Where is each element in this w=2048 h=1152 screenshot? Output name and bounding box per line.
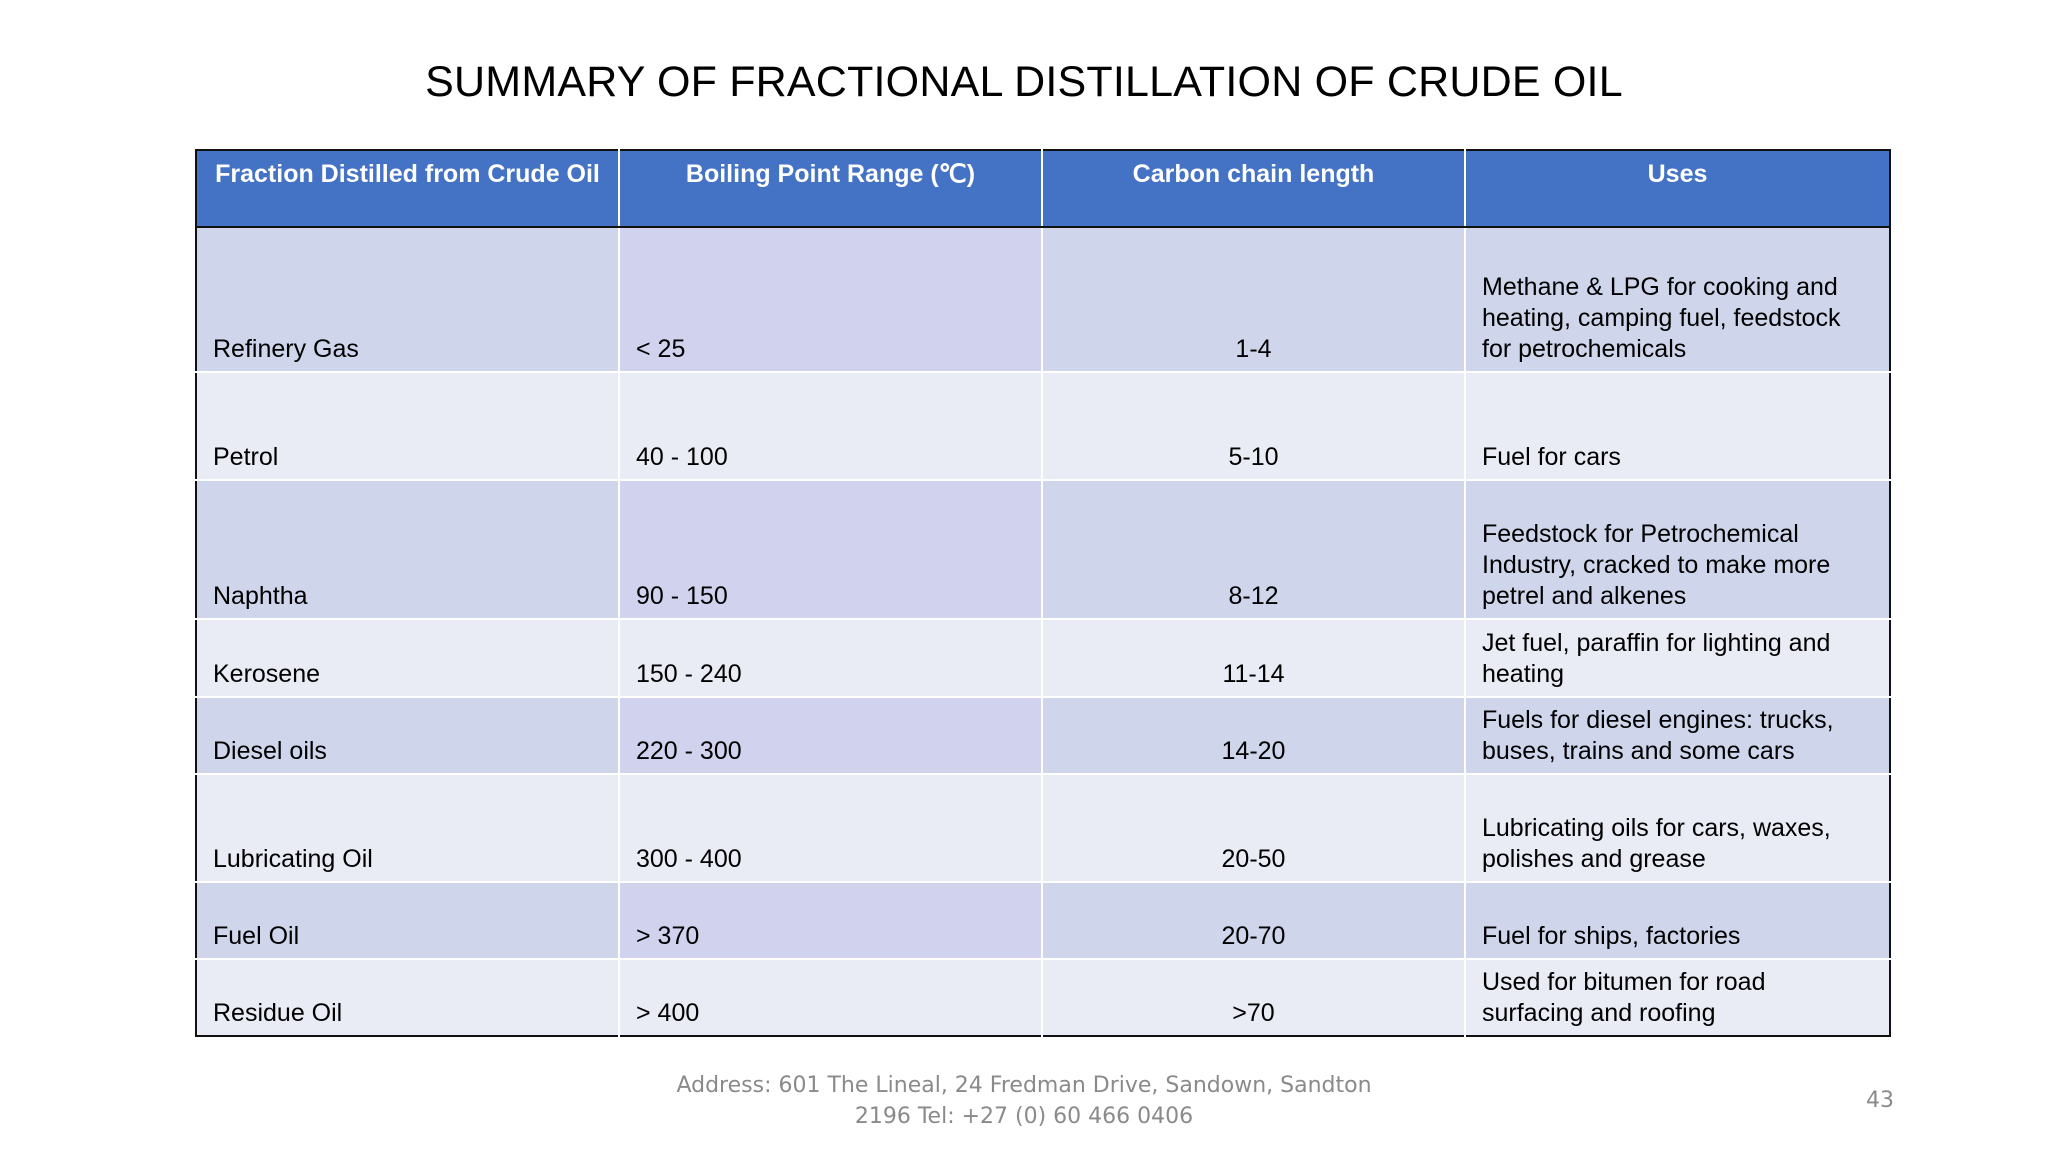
- cell-uses: Lubricating oils for cars, waxes, polish…: [1465, 774, 1890, 883]
- header-uses: Uses: [1465, 150, 1890, 228]
- cell-fraction: Residue Oil: [196, 959, 620, 1036]
- table-row: Fuel Oil > 370 20-70 Fuel for ships, fac…: [196, 882, 1890, 960]
- cell-carbon-chain: 5-10: [1042, 372, 1466, 481]
- footer-line-2: 2196 Tel: +27 (0) 60 466 0406: [854, 1104, 1194, 1129]
- cell-boiling-point: 220 - 300: [619, 697, 1043, 775]
- distillation-table: Fraction Distilled from Crude Oil Boilin…: [195, 149, 1891, 1037]
- cell-fraction: Refinery Gas: [196, 227, 620, 373]
- cell-uses: Methane & LPG for cooking and heating, c…: [1465, 227, 1890, 373]
- cell-uses: Used for bitumen for road surfacing and …: [1465, 959, 1890, 1036]
- slide-title: SUMMARY OF FRACTIONAL DISTILLATION OF CR…: [425, 58, 1623, 106]
- table-row: Lubricating Oil 300 - 400 20-50 Lubricat…: [196, 774, 1890, 883]
- footer-line-1: Address: 601 The Lineal, 24 Fredman Driv…: [676, 1073, 1372, 1098]
- cell-boiling-point: 40 - 100: [619, 372, 1043, 481]
- table-row: Kerosene 150 - 240 11-14 Jet fuel, paraf…: [196, 619, 1890, 698]
- cell-fraction: Petrol: [196, 372, 620, 481]
- cell-carbon-chain: >70: [1042, 959, 1466, 1036]
- cell-carbon-chain: 1-4: [1042, 227, 1466, 373]
- cell-boiling-point: > 370: [619, 882, 1043, 960]
- cell-fraction: Diesel oils: [196, 697, 620, 775]
- cell-boiling-point: 90 - 150: [619, 480, 1043, 620]
- cell-fraction: Kerosene: [196, 619, 620, 698]
- cell-uses: Feedstock for Petrochemical Industry, cr…: [1465, 480, 1890, 620]
- cell-carbon-chain: 11-14: [1042, 619, 1466, 698]
- cell-carbon-chain: 8-12: [1042, 480, 1466, 620]
- header-fraction: Fraction Distilled from Crude Oil: [196, 150, 620, 228]
- table-row: Diesel oils 220 - 300 14-20 Fuels for di…: [196, 697, 1890, 775]
- header-carbon-chain: Carbon chain length: [1042, 150, 1466, 228]
- table-row: Residue Oil > 400 >70 Used for bitumen f…: [196, 959, 1890, 1036]
- cell-carbon-chain: 20-50: [1042, 774, 1466, 883]
- table-row: Refinery Gas < 25 1-4 Methane & LPG for …: [196, 227, 1890, 373]
- cell-uses: Fuel for ships, factories: [1465, 882, 1890, 960]
- page-number: 43: [1866, 1088, 1894, 1113]
- header-boiling-point: Boiling Point Range (℃): [619, 150, 1043, 228]
- cell-uses: Fuels for diesel engines: trucks, buses,…: [1465, 697, 1890, 775]
- cell-boiling-point: < 25: [619, 227, 1043, 373]
- cell-carbon-chain: 14-20: [1042, 697, 1466, 775]
- table-row: Petrol 40 - 100 5-10 Fuel for cars: [196, 372, 1890, 481]
- table-header-row: Fraction Distilled from Crude Oil Boilin…: [196, 150, 1890, 228]
- cell-boiling-point: 150 - 240: [619, 619, 1043, 698]
- cell-carbon-chain: 20-70: [1042, 882, 1466, 960]
- table-row: Naphtha 90 - 150 8-12 Feedstock for Petr…: [196, 480, 1890, 620]
- cell-fraction: Lubricating Oil: [196, 774, 620, 883]
- footer-address: Address: 601 The Lineal, 24 Fredman Driv…: [0, 1070, 2048, 1132]
- cell-fraction: Fuel Oil: [196, 882, 620, 960]
- cell-boiling-point: > 400: [619, 959, 1043, 1036]
- cell-fraction: Naphtha: [196, 480, 620, 620]
- cell-uses: Jet fuel, paraffin for lighting and heat…: [1465, 619, 1890, 698]
- cell-uses: Fuel for cars: [1465, 372, 1890, 481]
- cell-boiling-point: 300 - 400: [619, 774, 1043, 883]
